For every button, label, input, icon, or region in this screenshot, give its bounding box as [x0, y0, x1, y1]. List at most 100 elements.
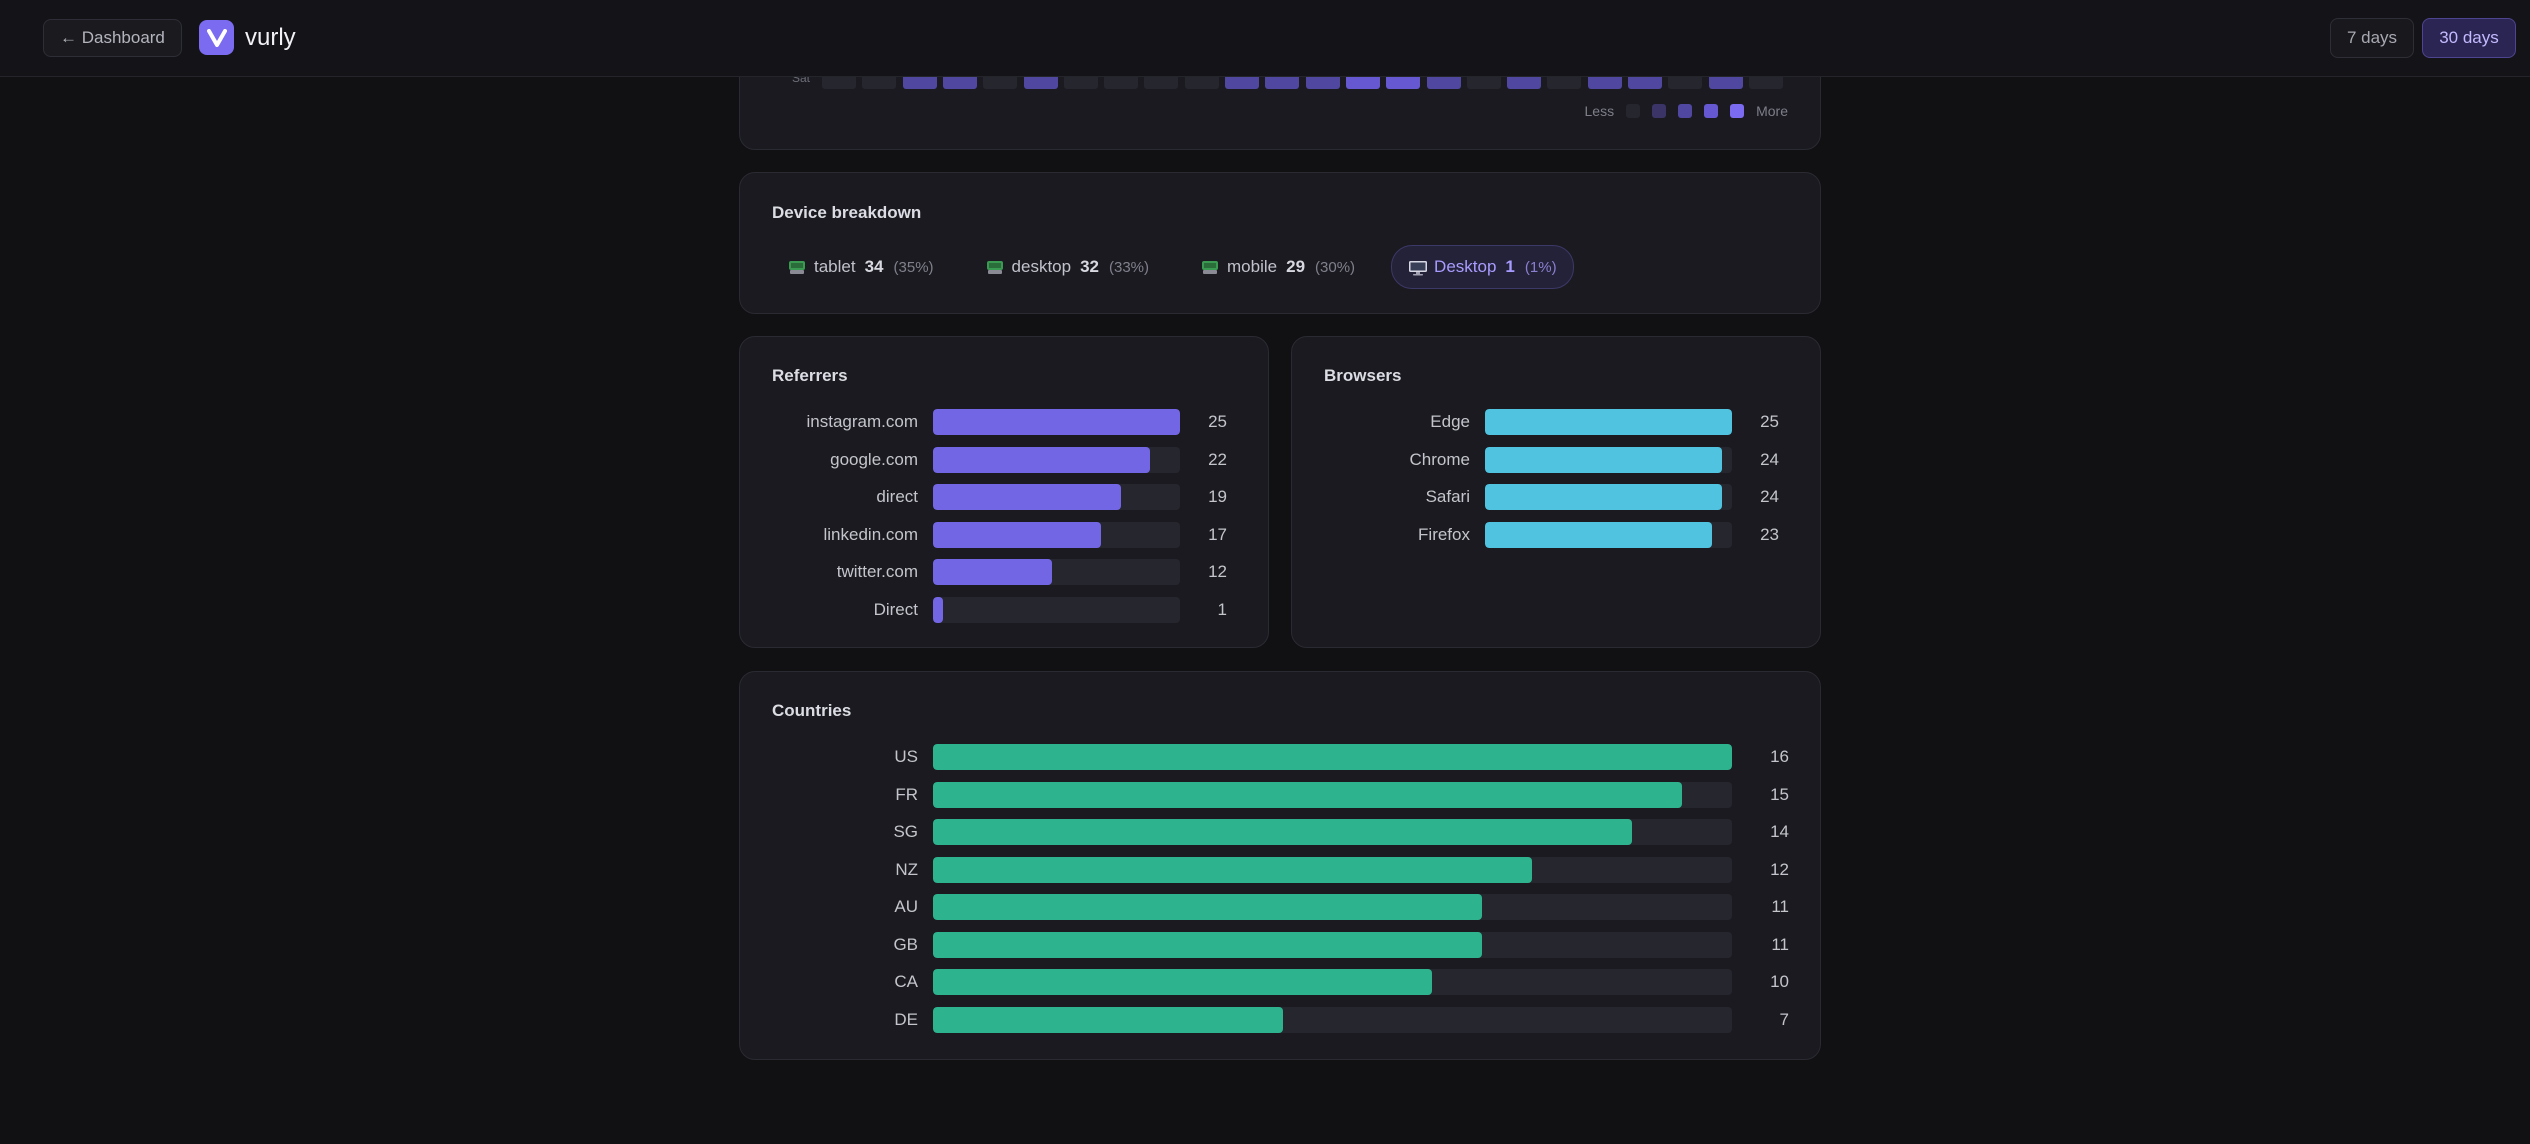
device-item-mobile[interactable]: mobile 29 (30%): [1185, 246, 1371, 288]
referrers-bar: [933, 409, 1180, 435]
device-breakdown-card: Device breakdown tablet 34 (35%) desktop…: [739, 172, 1821, 314]
referrers-value: 12: [1208, 562, 1227, 581]
countries-label: DE: [894, 1009, 918, 1029]
unknown-device-icon: [1201, 260, 1219, 275]
countries-row[interactable]: DE 7: [740, 1006, 1820, 1045]
countries-bar-track: [933, 894, 1732, 920]
referrers-value: 22: [1208, 449, 1227, 469]
device-item-tablet[interactable]: tablet 34 (35%): [772, 246, 950, 288]
countries-bar-track: [933, 931, 1732, 958]
countries-row[interactable]: SG 14: [740, 819, 1820, 857]
vurly-logo-icon[interactable]: [199, 20, 234, 55]
legend-swatch-0: [1626, 104, 1641, 118]
device-item-desktop-active[interactable]: Desktop 1 (1%): [1391, 245, 1574, 289]
countries-label: US: [894, 747, 918, 766]
device-name: Desktop: [1434, 257, 1497, 276]
referrers-row[interactable]: instagram.com 25: [740, 409, 1268, 447]
browsers-bar: [1485, 409, 1732, 435]
browsers-value: 23: [1760, 524, 1779, 544]
countries-bar-track: [933, 819, 1732, 845]
countries-value: 14: [1770, 822, 1789, 841]
legend-swatch-2: [1678, 104, 1693, 118]
countries-bar-track: [933, 781, 1732, 808]
browsers-value: 24: [1760, 487, 1779, 506]
legend-more-label: More: [1756, 103, 1788, 119]
countries-row[interactable]: US 16: [740, 744, 1820, 782]
referrers-bar: [933, 446, 1151, 473]
countries-value: 12: [1770, 859, 1789, 879]
referrers-label: twitter.com: [836, 562, 918, 581]
browsers-row[interactable]: Firefox 23: [1292, 521, 1820, 560]
referrers-title: Referrers: [772, 366, 848, 385]
range-30-days-button[interactable]: 30 days: [2422, 18, 2516, 58]
device-list: tablet 34 (35%) desktop 32 (33%) mobile …: [772, 245, 1594, 289]
brand-name[interactable]: vurly: [245, 24, 296, 51]
legend-swatch-3: [1704, 104, 1719, 118]
referrers-bar-track: [933, 521, 1180, 548]
browsers-label: Safari: [1425, 487, 1470, 506]
browsers-bar: [1485, 446, 1723, 473]
referrers-bar-track: [933, 596, 1180, 623]
range-7-days-button[interactable]: 7 days: [2330, 18, 2414, 58]
referrers-label: linkedin.com: [823, 524, 919, 544]
device-count: 1: [1505, 257, 1515, 276]
browsers-row[interactable]: Edge 25: [1292, 409, 1820, 447]
countries-bar-track: [933, 856, 1732, 883]
browsers-row[interactable]: Safari 24: [1292, 484, 1820, 522]
countries-row[interactable]: NZ 12: [740, 856, 1820, 895]
countries-row[interactable]: AU 11: [740, 894, 1820, 932]
countries-bar: [933, 1006, 1283, 1033]
referrers-bar-track: [933, 446, 1180, 473]
device-percent: (33%): [1109, 258, 1150, 276]
countries-bar: [933, 856, 1533, 883]
referrers-card: Referrers instagram.com 25 google.com 22 dir…: [739, 336, 1269, 648]
countries-bar-track: [933, 744, 1732, 770]
countries-row[interactable]: CA 10: [740, 969, 1820, 1007]
referrers-row[interactable]: linkedin.com 17: [740, 521, 1268, 560]
countries-row[interactable]: GB 11: [740, 931, 1820, 970]
referrers-value: 17: [1208, 524, 1227, 544]
browsers-card: Browsers Edge 25 Chrome 24 Safari 24 Firefox 23: [1291, 336, 1821, 648]
device-percent: (35%): [893, 258, 934, 276]
referrers-row[interactable]: google.com 22: [740, 446, 1268, 485]
referrers-row[interactable]: direct 19: [740, 484, 1268, 522]
referrers-row[interactable]: Direct 1: [740, 596, 1268, 635]
countries-bar: [933, 894, 1483, 920]
countries-label: SG: [893, 822, 918, 841]
countries-bar-track: [933, 969, 1732, 995]
countries-value: 15: [1770, 784, 1789, 804]
referrers-value: 1: [1217, 599, 1227, 619]
referrers-value: 19: [1208, 487, 1227, 506]
browsers-value: 24: [1760, 449, 1779, 469]
referrers-bar-list: instagram.com 25 google.com 22 direct 19 linke…: [740, 409, 1268, 634]
legend-less-label: Less: [1584, 103, 1615, 119]
referrers-row[interactable]: twitter.com 12: [740, 559, 1268, 597]
countries-value: 10: [1770, 972, 1789, 991]
device-percent: (30%): [1315, 258, 1356, 276]
logo-v-glyph: [206, 28, 227, 47]
referrers-bar-track: [933, 409, 1180, 435]
browsers-label: Edge: [1430, 412, 1470, 431]
device-percent: (1%): [1524, 258, 1557, 276]
device-count: 34: [864, 257, 884, 276]
countries-label: GB: [893, 934, 918, 954]
referrers-label: Direct: [873, 599, 918, 619]
browsers-bar: [1485, 521, 1713, 548]
countries-value: 11: [1771, 897, 1789, 916]
browsers-label: Chrome: [1409, 449, 1470, 469]
countries-row[interactable]: FR 15: [740, 781, 1820, 820]
device-name: desktop: [1011, 257, 1072, 276]
browsers-label: Firefox: [1418, 524, 1470, 544]
browsers-bar-track: [1485, 409, 1732, 435]
back-to-dashboard-button[interactable]: ← Dashboard: [43, 19, 182, 57]
countries-bar: [933, 969, 1433, 995]
unknown-device-icon: [788, 260, 806, 275]
countries-bar-list: US 16 FR 15 SG 14 NZ 12 AU 11 GB 11 CA 10 DE 7: [740, 744, 1820, 1044]
unknown-device-icon: [986, 260, 1004, 275]
browsers-row[interactable]: Chrome 24: [1292, 446, 1820, 485]
countries-bar: [933, 931, 1483, 958]
countries-bar-track: [933, 1006, 1732, 1033]
device-breakdown-title: Device breakdown: [772, 203, 922, 222]
device-item-desktop[interactable]: desktop 32 (33%): [970, 246, 1165, 288]
referrers-bar: [933, 484, 1121, 510]
